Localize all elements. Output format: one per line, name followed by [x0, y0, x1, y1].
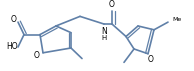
- Text: N: N: [101, 27, 107, 36]
- Text: HO: HO: [6, 42, 18, 51]
- Text: O: O: [11, 15, 17, 24]
- Text: O: O: [148, 55, 154, 64]
- Text: Me: Me: [172, 17, 181, 22]
- Text: H: H: [101, 35, 107, 41]
- Text: O: O: [109, 0, 115, 9]
- Text: O: O: [34, 51, 40, 60]
